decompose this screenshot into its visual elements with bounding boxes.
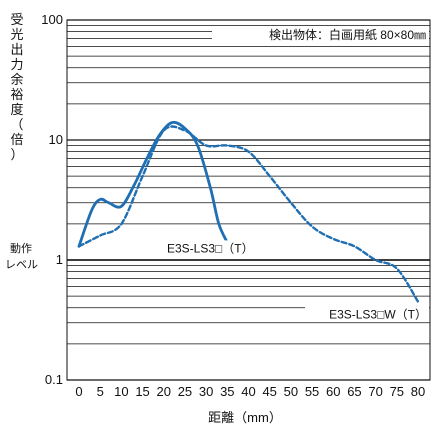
y-axis-label-char: 度	[10, 102, 23, 118]
x-tick-label: 15	[135, 384, 149, 399]
y-axis-label-char: 光	[10, 28, 23, 43]
x-tick-label: 30	[199, 384, 213, 399]
y-tick-label: 100	[41, 12, 63, 27]
x-tick-labels: 0 5 10 15 20 25 30 35 40 45 50 55 60 65 70 75 80	[75, 384, 425, 399]
series-lines	[77, 120, 420, 303]
x-tick-label: 55	[305, 384, 319, 399]
y-tick-label: 0.1	[45, 372, 63, 387]
series-2-label: E3S-LS3□W（T）	[329, 308, 427, 322]
y-tick-labels: 0.1 1 10 100	[41, 12, 63, 387]
annotation-text: 検出物体：白画用紙 80×80㎜	[269, 27, 426, 42]
x-tick-label: 75	[390, 384, 404, 399]
x-tick-label: 50	[284, 384, 298, 399]
x-tick-label: 35	[220, 384, 234, 399]
y-axis-label-char: 受	[10, 13, 23, 28]
axes	[66, 19, 431, 381]
threshold-label-line-1: 動作	[10, 241, 32, 255]
y-axis-label-char: 余	[10, 72, 23, 88]
x-tick-label: 80	[411, 384, 425, 399]
annotation-background	[212, 26, 429, 44]
y-tick-label: 1	[56, 252, 63, 267]
y-tick-label: 10	[49, 132, 63, 147]
series-2-label-background	[305, 306, 429, 322]
y-axis-label-char: ）	[10, 148, 23, 163]
x-tick-label: 60	[326, 384, 340, 399]
x-tick-label: 45	[262, 384, 276, 399]
y-axis-label-char: 倍	[10, 133, 23, 148]
x-tick-label: 10	[114, 384, 128, 399]
series-1-line	[77, 120, 229, 248]
y-axis-label-char: 裕	[10, 88, 23, 103]
x-tick-label: 25	[178, 384, 192, 399]
series-1-label: E3S-LS3□（T）	[167, 241, 254, 255]
y-axis-label-char: 力	[10, 58, 23, 73]
x-tick-label: 70	[368, 384, 382, 399]
x-tick-label: 0	[75, 384, 82, 399]
grid-lines	[67, 19, 430, 381]
series-1-label-background	[164, 240, 268, 256]
series-2-line	[77, 125, 420, 303]
x-tick-label: 65	[347, 384, 361, 399]
x-axis-label: 距離（mm）	[208, 410, 282, 425]
x-tick-label: 40	[241, 384, 255, 399]
plot-frame	[66, 19, 431, 381]
threshold-label-line-2: レベル	[5, 258, 38, 271]
x-tick-label: 20	[157, 384, 171, 399]
y-axis-label-char: （	[10, 118, 23, 133]
y-axis-label-char: 出	[10, 43, 23, 58]
x-tick-label: 5	[97, 384, 104, 399]
